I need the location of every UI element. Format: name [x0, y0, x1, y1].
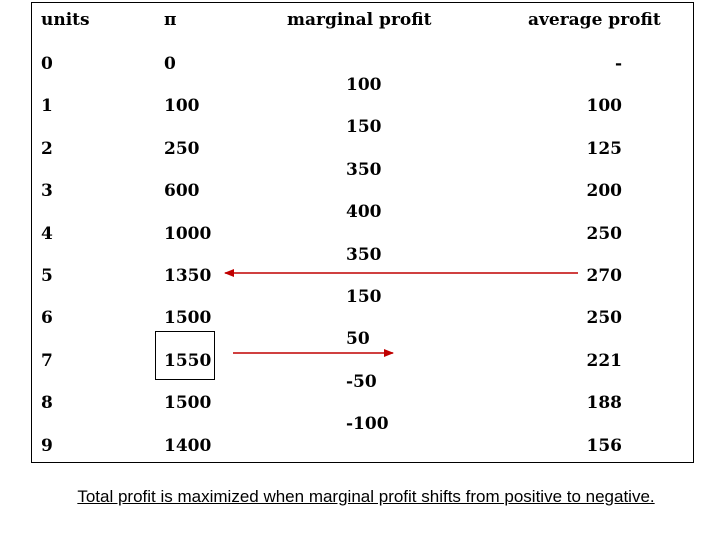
cell-pi-row-3: 600: [164, 181, 200, 202]
cell-marginal-4: 350: [346, 244, 382, 265]
cell-average-row-3: 200: [586, 181, 623, 202]
cell-marginal-1: 150: [346, 117, 382, 138]
cell-average-row-8: 188: [586, 393, 623, 414]
header-units: units: [41, 10, 90, 30]
cell-pi-row-0: 0: [164, 54, 176, 74]
header-pi: π: [164, 10, 177, 30]
cell-pi-row-8: 1500: [164, 393, 212, 414]
table-frame: [31, 2, 694, 463]
cell-marginal-8: -100: [346, 414, 389, 435]
cell-pi-row-5: 1350: [164, 266, 212, 286]
cell-marginal-0: 100: [346, 75, 382, 95]
cell-units-row-9: 9: [41, 435, 53, 456]
cell-units-row-4: 4: [41, 223, 53, 244]
cell-pi-row-2: 250: [164, 138, 200, 159]
cell-marginal-3: 400: [346, 202, 382, 223]
cell-average-row-5: 270: [586, 266, 623, 286]
header-average-profit: average profit: [528, 10, 661, 30]
cell-marginal-6: 50: [346, 329, 370, 350]
cell-units-row-5: 5: [41, 266, 53, 286]
cell-units-row-6: 6: [41, 308, 53, 329]
max-profit-highlight-box: [155, 331, 215, 380]
cell-pi-row-1: 100: [164, 96, 200, 117]
cell-average-row-0: -: [614, 54, 622, 74]
cell-average-row-7: 221: [586, 350, 623, 371]
cell-pi-row-9: 1400: [164, 435, 212, 456]
cell-units-row-2: 2: [41, 138, 53, 159]
cell-average-row-6: 250: [586, 308, 623, 329]
cell-units-row-0: 0: [41, 54, 53, 74]
cell-units-row-8: 8: [41, 393, 53, 414]
cell-units-row-1: 1: [41, 96, 53, 117]
cell-units-row-3: 3: [41, 181, 53, 202]
cell-average-row-2: 125: [586, 138, 623, 159]
cell-pi-row-7: 1550: [164, 350, 212, 371]
cell-marginal-2: 350: [346, 159, 382, 180]
cell-average-row-1: 100: [586, 96, 623, 117]
cell-marginal-5: 150: [346, 287, 382, 307]
cell-units-row-7: 7: [41, 350, 53, 371]
cell-pi-row-4: 1000: [164, 223, 212, 244]
cell-pi-row-6: 1500: [164, 308, 212, 329]
caption: Total profit is maximized when marginal …: [77, 487, 655, 506]
cell-marginal-7: -50: [346, 371, 377, 392]
header-marginal-profit: marginal profit: [287, 10, 432, 30]
cell-average-row-4: 250: [586, 223, 623, 244]
cell-average-row-9: 156: [586, 435, 623, 456]
